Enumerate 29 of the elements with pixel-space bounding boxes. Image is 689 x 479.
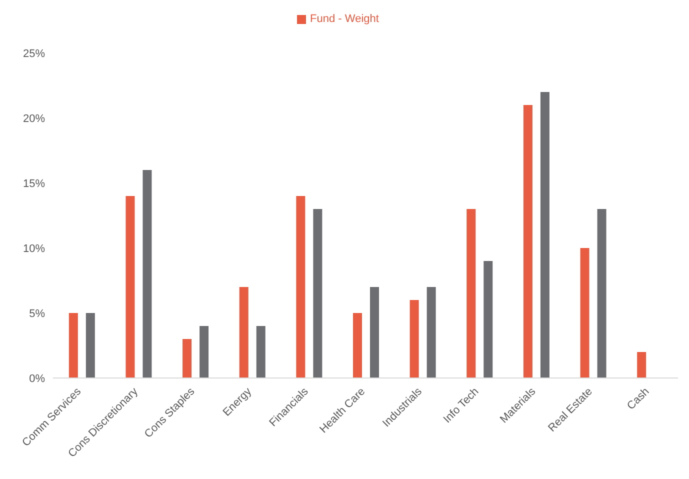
bar xyxy=(200,326,209,378)
bar xyxy=(68,313,78,378)
bar xyxy=(410,300,419,378)
y-tick-label: 10% xyxy=(22,242,46,255)
bar xyxy=(353,313,362,378)
y-tick-label: 15% xyxy=(22,178,46,190)
legend-label: Fund - Weight xyxy=(310,13,379,25)
bar xyxy=(523,105,532,378)
bar xyxy=(580,248,590,378)
bar xyxy=(86,313,95,378)
bar xyxy=(296,196,306,378)
y-tick-label: 5% xyxy=(29,308,46,320)
bar xyxy=(540,92,550,378)
bar xyxy=(426,287,436,378)
y-tick-label: 0% xyxy=(29,372,46,385)
bar xyxy=(182,339,192,378)
bar xyxy=(637,352,646,378)
y-tick-label: 20% xyxy=(22,112,46,125)
bar xyxy=(142,170,152,378)
bar xyxy=(313,209,322,378)
bar xyxy=(256,326,266,378)
y-tick-label: 25% xyxy=(22,48,46,60)
bar xyxy=(239,287,248,378)
bar xyxy=(370,287,379,378)
x-tick-label: Info Tech xyxy=(441,386,482,426)
bar xyxy=(126,196,135,378)
bar xyxy=(484,261,493,378)
bar xyxy=(597,209,606,378)
bar xyxy=(466,209,476,378)
